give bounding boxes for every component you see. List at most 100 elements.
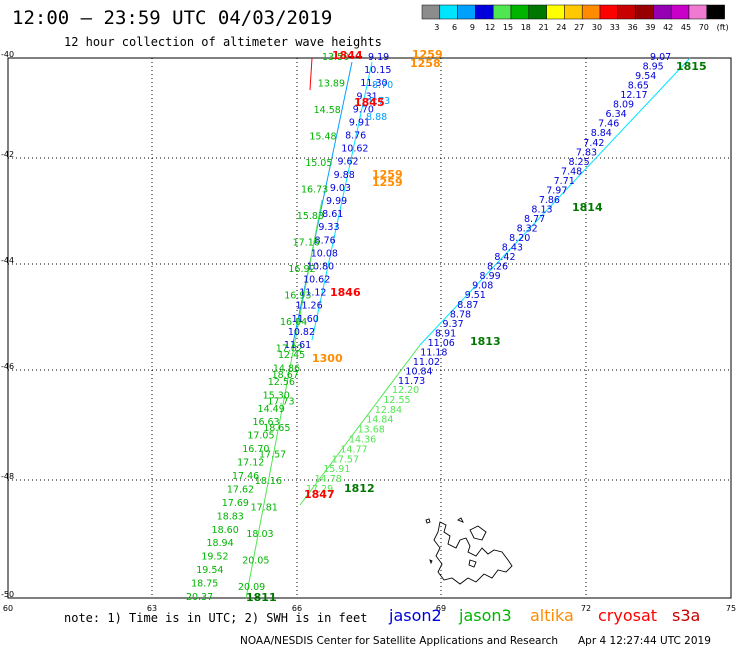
wave-height-label: 11.73: [398, 376, 425, 387]
colorbar-swatch: [421, 4, 441, 20]
wave-height-label: 14.78: [315, 474, 342, 485]
wave-height-label: 7.42: [583, 138, 604, 149]
colorbar-tick-label: 3: [434, 23, 439, 32]
wave-height-label: 20.09: [238, 582, 265, 593]
wave-height-label: 10.62: [303, 275, 330, 286]
lat-tick-label: -46: [1, 362, 14, 371]
wave-height-label: 17.62: [227, 484, 254, 495]
wave-height-label: 17.12: [237, 458, 264, 469]
wave-height-label: 10.15: [364, 65, 391, 76]
legend-jason3: jason3: [459, 606, 512, 625]
time-label: 1844: [332, 49, 363, 62]
wave-height-label: 8.84: [591, 128, 612, 139]
wave-height-label: 18.94: [206, 538, 233, 549]
time-label: 1259: [412, 48, 443, 61]
colorbar-tick-label: 15: [503, 23, 513, 32]
wave-height-label: 7.83: [576, 147, 597, 158]
wave-height-label: 10.08: [311, 248, 338, 259]
wave-height-label: 12.55: [383, 395, 410, 406]
colorbar-tick-label: 39: [645, 23, 655, 32]
time-label: 1815: [676, 60, 707, 73]
wave-height-label: 15.48: [309, 132, 336, 143]
lon-tick-label: 60: [3, 604, 13, 613]
wave-height-label: 20.05: [242, 556, 269, 567]
lon-tick-label: 63: [147, 604, 157, 613]
colorbar-tick-label: 18: [521, 23, 531, 32]
wave-height-label: 12.56: [268, 377, 295, 388]
track-line-jason3-a: [245, 199, 323, 599]
wave-height-label: 17.29: [306, 484, 333, 495]
lat-tick-label: -40: [1, 50, 14, 59]
wave-height-label: 12.17: [620, 90, 647, 101]
wave-height-label: 18.83: [217, 511, 244, 522]
colorbar-swatch: [457, 4, 476, 20]
lon-tick-label: 72: [581, 604, 591, 613]
colorbar-swatch: [510, 4, 530, 20]
colorbar-swatch: [439, 4, 458, 20]
wave-height-label: 18.03: [246, 529, 273, 540]
wave-height-label: 8.87: [457, 300, 478, 311]
colorbar-tick-label: 6: [452, 23, 457, 32]
lat-tick-label: -44: [1, 256, 14, 265]
time-label: 1259: [372, 176, 403, 189]
wave-height-label: 8.26: [487, 262, 508, 273]
wave-height-label: 11.30: [360, 78, 387, 89]
wave-height-label: 15.91: [323, 464, 350, 475]
wave-height-label: 7.97: [546, 185, 567, 196]
satellite-tracks: [245, 57, 691, 599]
wave-height-label: 8.91: [435, 328, 456, 339]
wave-height-label: 10.62: [341, 144, 368, 155]
colorbar-tick-label: 70: [699, 23, 709, 32]
colorbar-tick-label: 24: [556, 23, 566, 32]
wave-height-label: 9.37: [442, 319, 463, 330]
wave-height-label: 8.73: [369, 96, 390, 107]
gridlines: [8, 58, 731, 598]
legend-jason2: jason2: [389, 606, 442, 625]
wave-height-label: 8.99: [480, 271, 501, 282]
colorbar-swatch: [653, 4, 672, 20]
wave-height-label: 9.19: [368, 52, 389, 63]
colorbar-swatch: [528, 4, 547, 20]
wave-height-label: 18.65: [263, 423, 290, 434]
wave-height-label: 14.58: [314, 105, 341, 116]
wave-height-label: 12.20: [392, 385, 419, 396]
wave-height-label: 8.09: [613, 100, 634, 111]
colorbar-tick-label: 42: [663, 23, 673, 32]
wave-height-label: 8.43: [502, 243, 523, 254]
colorbar-swatch: [492, 4, 512, 20]
wave-height-label: 8.61: [322, 209, 343, 220]
wave-height-label: 8.76: [345, 131, 366, 142]
wave-height-label: 18.67: [272, 370, 299, 381]
wave-height-label: 17.05: [247, 431, 274, 442]
wave-height-label: 16.63: [252, 417, 279, 428]
track-line-cyan-b: [311, 61, 373, 341]
lon-tick-label: 69: [436, 604, 446, 613]
wave-height-label: 8.76: [315, 235, 336, 246]
wave-height-label: 19.54: [196, 565, 223, 576]
footer-legend-row: note: 1) Time is in UTC; 2) SWH is in fe…: [0, 606, 740, 632]
time-label: 1812: [344, 482, 375, 495]
wave-height-label: 8.42: [494, 252, 515, 263]
wave-height-label: 19.52: [201, 552, 228, 563]
wave-height-label: 9.54: [635, 71, 656, 82]
wave-height-label: 8.78: [450, 309, 471, 320]
axis-labels: -40 -42 -44 -46 -48 -50 60 63 66 69 72 75: [1, 50, 736, 613]
wave-height-label: 18.75: [191, 579, 218, 590]
track-line-cyan-c: [419, 57, 691, 346]
wave-height-label: 14.84: [366, 415, 393, 426]
track-line-cryosat: [309, 57, 313, 91]
wave-height-label: 17.73: [267, 397, 294, 408]
wave-height-label: 7.46: [598, 119, 619, 130]
wave-height-label: 15.30: [263, 390, 290, 401]
wave-height-label: 9.62: [337, 157, 358, 168]
wave-height-label: 13.89: [318, 79, 345, 90]
wave-height-label: 7.71: [554, 176, 575, 187]
wave-height-label: 16.92: [288, 264, 315, 275]
wave-height-label: 14.49: [258, 404, 285, 415]
colorbar-tick-label: 9: [470, 23, 475, 32]
time-label: 1811: [246, 591, 277, 604]
colorbar-tick-label: 21: [539, 23, 549, 32]
wave-height-label: 9.31: [357, 91, 378, 102]
page-subtitle: 12 hour collection of altimeter wave hei…: [64, 35, 382, 49]
